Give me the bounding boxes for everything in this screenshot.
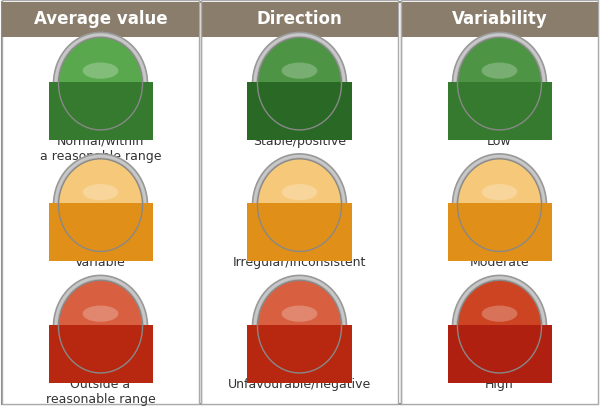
Bar — [247, 82, 352, 140]
FancyBboxPatch shape — [2, 2, 199, 37]
Ellipse shape — [257, 159, 341, 251]
Text: Normal/within
a reasonable range: Normal/within a reasonable range — [40, 135, 161, 163]
FancyBboxPatch shape — [401, 0, 598, 404]
Ellipse shape — [281, 184, 317, 200]
Ellipse shape — [257, 37, 341, 130]
Ellipse shape — [253, 33, 346, 135]
Ellipse shape — [457, 158, 542, 253]
Text: Irregular/inconsistent: Irregular/inconsistent — [233, 256, 366, 269]
Ellipse shape — [257, 159, 341, 251]
Ellipse shape — [58, 159, 143, 251]
Text: Unfavourable/negative: Unfavourable/negative — [228, 378, 371, 391]
Ellipse shape — [83, 184, 118, 200]
Ellipse shape — [256, 158, 343, 253]
Bar — [49, 203, 152, 261]
Ellipse shape — [58, 279, 143, 374]
FancyBboxPatch shape — [2, 0, 199, 404]
Ellipse shape — [458, 280, 542, 373]
Text: Direction: Direction — [257, 10, 343, 28]
Ellipse shape — [53, 154, 148, 256]
Ellipse shape — [257, 280, 341, 373]
Ellipse shape — [53, 33, 148, 135]
Bar — [49, 82, 152, 140]
Text: Variability: Variability — [452, 10, 547, 28]
Ellipse shape — [253, 275, 346, 378]
Ellipse shape — [457, 36, 542, 131]
Text: Outside a
reasonable range: Outside a reasonable range — [46, 378, 155, 406]
Ellipse shape — [281, 306, 317, 322]
Ellipse shape — [257, 280, 341, 373]
Ellipse shape — [58, 37, 143, 130]
Ellipse shape — [452, 154, 547, 256]
Bar — [49, 325, 152, 383]
Ellipse shape — [458, 37, 542, 130]
Bar — [448, 325, 551, 383]
Ellipse shape — [458, 280, 542, 373]
Ellipse shape — [457, 279, 542, 374]
FancyBboxPatch shape — [201, 2, 398, 37]
FancyBboxPatch shape — [401, 2, 598, 37]
Ellipse shape — [53, 275, 148, 378]
Ellipse shape — [452, 33, 547, 135]
Ellipse shape — [482, 306, 517, 322]
Bar — [448, 203, 551, 261]
Ellipse shape — [256, 279, 343, 374]
Ellipse shape — [253, 154, 346, 256]
Ellipse shape — [458, 37, 542, 130]
Text: Low: Low — [487, 135, 512, 148]
Ellipse shape — [452, 275, 547, 378]
Ellipse shape — [458, 159, 542, 251]
Ellipse shape — [458, 159, 542, 251]
Bar — [247, 203, 352, 261]
Text: Variable: Variable — [75, 256, 126, 269]
Ellipse shape — [257, 37, 341, 130]
Ellipse shape — [83, 63, 118, 79]
FancyBboxPatch shape — [201, 0, 398, 404]
Bar — [448, 82, 551, 140]
Ellipse shape — [482, 184, 517, 200]
FancyBboxPatch shape — [2, 2, 598, 404]
Text: Stable/positive: Stable/positive — [253, 135, 346, 148]
Bar — [247, 325, 352, 383]
Ellipse shape — [256, 36, 343, 131]
Ellipse shape — [482, 63, 517, 79]
Ellipse shape — [58, 280, 143, 373]
Text: Moderate: Moderate — [470, 256, 529, 269]
Text: Average value: Average value — [34, 10, 167, 28]
Ellipse shape — [281, 63, 317, 79]
Ellipse shape — [58, 36, 143, 131]
Text: High: High — [485, 378, 514, 391]
Ellipse shape — [58, 280, 143, 373]
Ellipse shape — [58, 158, 143, 253]
Ellipse shape — [58, 159, 143, 251]
Ellipse shape — [83, 306, 118, 322]
Ellipse shape — [58, 37, 143, 130]
